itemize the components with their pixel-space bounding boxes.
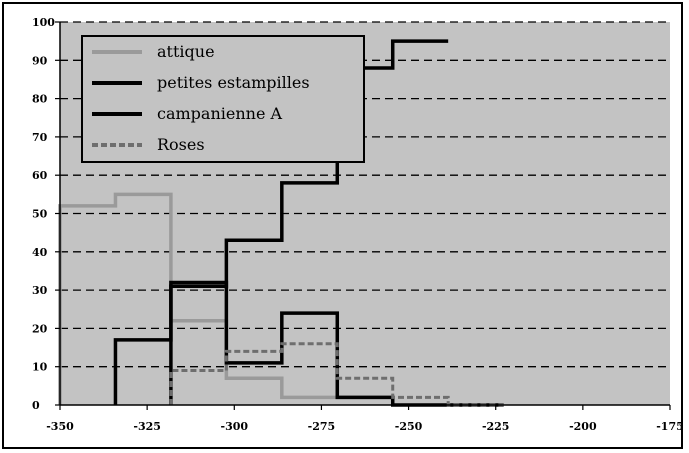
y-tick-label: 40 — [32, 246, 48, 259]
series-line-0 — [58, 192, 393, 405]
x-tick-label: -250 — [395, 420, 423, 433]
legend: attique petites estampilles campanienne A R… — [81, 35, 365, 163]
y-tick-label: 20 — [32, 322, 48, 335]
x-tick-label: -175 — [656, 420, 684, 433]
y-tick-label: 30 — [32, 284, 48, 297]
x-tick-label: -350 — [46, 420, 74, 433]
x-tick-label: -200 — [569, 420, 597, 433]
series-line-3 — [169, 342, 504, 407]
x-tick-label: -275 — [308, 420, 336, 433]
y-tick-label: 90 — [32, 54, 48, 67]
y-tick-label: 70 — [32, 131, 48, 144]
x-tick-label: -300 — [221, 420, 249, 433]
legend-label: petites estampilles — [157, 73, 310, 92]
y-tick-label: 100 — [32, 16, 55, 29]
x-tick-label: -325 — [133, 420, 161, 433]
y-tick-label: 50 — [32, 208, 48, 221]
legend-box — [81, 35, 365, 163]
y-tick-label: 60 — [32, 169, 48, 182]
x-tick-label: -225 — [482, 420, 510, 433]
legend-label: attique — [157, 42, 215, 61]
y-tick-label: 0 — [32, 399, 40, 412]
legend-label: Roses — [157, 135, 205, 154]
legend-label: campanienne A — [157, 104, 283, 123]
y-tick-label: 10 — [32, 361, 48, 374]
y-tick-label: 80 — [32, 93, 48, 106]
axes: 0 10 20 30 40 50 60 70 80 90 100 -350 -325 -300 -275 -2… — [32, 16, 684, 433]
